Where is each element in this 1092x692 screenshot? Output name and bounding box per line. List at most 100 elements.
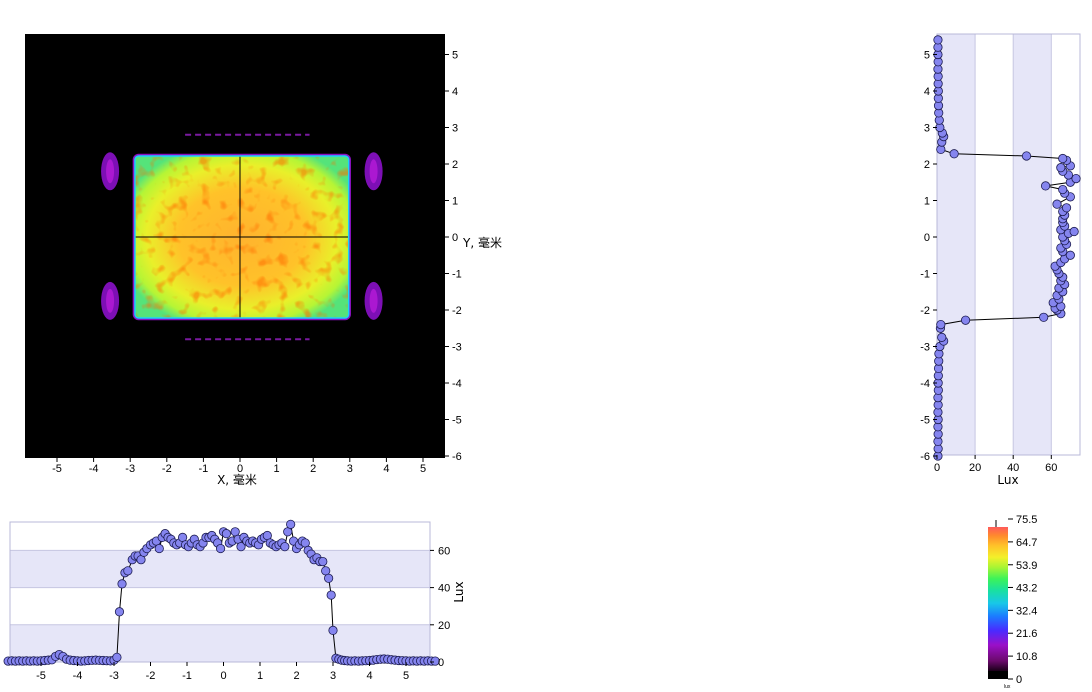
horizontal-profile-point <box>280 542 290 552</box>
vertical-profile-point <box>933 35 943 45</box>
horizontal-profile-y-axis-title: Lux <box>452 581 466 602</box>
horizontal-profile-x-tick-label: -1 <box>182 670 192 682</box>
side-spots <box>101 152 383 320</box>
horizontal-profile-point <box>221 529 232 539</box>
heatmap-x-tick-label: -4 <box>89 463 99 475</box>
vertical-profile-point <box>1058 184 1068 195</box>
side-spot-core <box>369 288 378 313</box>
heatmap-x-axis-title: X, 毫米 <box>217 472 257 487</box>
vertical-profile-y-tick-label: -1 <box>920 269 930 281</box>
color-scale-tick-label: 75.5 <box>1016 514 1037 526</box>
horizontal-profile-point <box>328 625 338 635</box>
faint-bands <box>185 133 310 341</box>
vertical-profile-point <box>1058 153 1068 164</box>
vertical-profile-point <box>1052 199 1062 209</box>
horizontal-profile-point <box>286 519 296 529</box>
horizontal-profile-x-tick-label: 0 <box>220 670 226 682</box>
horizontal-profile-point <box>117 579 127 589</box>
horizontal-profile-point <box>430 656 440 666</box>
vertical-profile-x-axis-title: Lux <box>997 473 1018 487</box>
vertical-profile-y-tick-label: -5 <box>920 415 930 427</box>
horizontal-profile-bands <box>10 550 430 662</box>
color-scale-tick-label: 53.9 <box>1016 560 1037 572</box>
horizontal-profile-points <box>3 519 440 666</box>
horizontal-profile-point <box>154 543 164 554</box>
horizontal-profile-x-tick-label: 5 <box>403 670 409 682</box>
horizontal-profile-x-tick-label: -5 <box>36 670 46 682</box>
heatmap-x-tick-label: -1 <box>199 463 209 475</box>
vertical-profile-frame <box>936 33 1081 456</box>
horizontal-profile-point <box>215 543 226 554</box>
vertical-profile-x-tick-label: 20 <box>969 462 981 474</box>
vertical-profile-x-tick-label: 60 <box>1045 462 1057 474</box>
horizontal-profile-point <box>114 607 125 617</box>
vertical-profile-x-tick-label: 40 <box>1007 462 1019 474</box>
vertical-profile-point <box>1040 181 1051 191</box>
heatmap-y-axis: 5 4 3 2 1 0 -1 -2 -3 -4 -5 -6 <box>445 50 462 463</box>
vertical-profile-x-tick-label: 0 <box>934 462 940 474</box>
heatmap-x-tick-label: -3 <box>125 463 135 475</box>
horizontal-profile-x-tick-label: 3 <box>330 670 336 682</box>
heatmap-y-tick-label: -4 <box>452 378 462 390</box>
horizontal-profile-point <box>318 556 328 567</box>
vertical-profile-bands <box>937 34 1052 455</box>
color-scale-zero-block <box>988 671 1008 679</box>
color-scale-tick-label: 10.8 <box>1016 651 1037 663</box>
vertical-profile-y-tick-label: 4 <box>924 86 930 98</box>
vertical-profile-point <box>949 149 959 159</box>
heatmap-y-tick-label: -2 <box>452 305 462 317</box>
horizontal-profile-x-tick-label: 2 <box>293 670 299 682</box>
vertical-profile-y-tick-label: 2 <box>924 159 930 171</box>
vertical-profile-point <box>937 332 947 342</box>
heatmap-x-axis: -5 -4 -3 -2 -1 0 1 2 3 4 5 <box>52 458 426 475</box>
horizontal-profile-x-tick-label: -2 <box>146 670 156 682</box>
heatmap-x-tick-label: 1 <box>274 463 280 475</box>
heatmap-y-tick-label: 1 <box>452 196 458 208</box>
horizontal-profile-chart: -5 -4 -3 -2 -1 0 1 2 3 4 5 0 20 40 60 Lux <box>3 519 466 682</box>
vertical-profile-points <box>933 35 1081 461</box>
horizontal-profile-point <box>123 566 133 576</box>
vertical-profile-point <box>936 319 946 330</box>
horizontal-profile-y-tick-label: 20 <box>438 620 450 632</box>
vertical-profile-y-tick-label: -6 <box>920 451 930 463</box>
heatmap-x-tick-label: 0 <box>237 463 243 475</box>
color-scale-ticks: 75.5 64.7 53.9 43.2 32.4 21.6 10.8 0 <box>1008 514 1037 686</box>
heatmap-y-tick-label: 2 <box>452 159 458 171</box>
heatmap-y-tick-label: -1 <box>452 269 462 281</box>
horizontal-profile-point <box>326 590 336 600</box>
color-scale-tick-label: 0 <box>1016 674 1022 686</box>
color-scale-tick-label: 43.2 <box>1016 582 1037 594</box>
vertical-profile-x-axis: 0 20 40 60 <box>934 455 1057 474</box>
vertical-profile-point <box>1065 250 1075 260</box>
horizontal-profile-point <box>236 542 246 552</box>
heatmap-x-tick-label: 4 <box>383 463 389 475</box>
color-scale-bar <box>988 527 1008 671</box>
side-spot-core <box>369 159 378 184</box>
heatmap-y-tick-label: 3 <box>452 123 458 135</box>
horizontal-profile-y-tick-label: 60 <box>438 545 450 557</box>
heatmap-y-tick-label: -6 <box>452 451 462 463</box>
vertical-profile-y-tick-label: 5 <box>924 50 930 62</box>
color-scale-tick-label: 64.7 <box>1016 537 1037 549</box>
heatmap-x-tick-label: 2 <box>310 463 316 475</box>
vertical-profile-chart: 0 20 40 60 5 4 3 2 1 0 -1 -2 -3 -4 -5 -6 Lux <box>920 33 1081 487</box>
heatmap-x-tick-label: -2 <box>162 463 172 475</box>
horizontal-profile-x-axis: -5 -4 -3 -2 -1 0 1 2 3 4 5 <box>36 662 409 682</box>
horizontal-profile-band <box>10 550 430 588</box>
horizontal-profile-x-tick-label: 4 <box>366 670 372 682</box>
heatmap-x-tick-label: -5 <box>52 463 62 475</box>
heatmap-y-tick-label: 4 <box>452 86 458 98</box>
color-scale-tick-label: 32.4 <box>1016 605 1037 617</box>
heatmap-x-tick-label: 3 <box>347 463 353 475</box>
vertical-profile-point <box>1069 226 1079 237</box>
vertical-profile-y-tick-label: 3 <box>924 123 930 135</box>
horizontal-profile-x-tick-label: -4 <box>73 670 83 682</box>
vertical-profile-y-tick-label: -3 <box>920 342 930 354</box>
vertical-profile-y-tick-label: 0 <box>924 232 930 244</box>
horizontal-profile-y-axis: 0 20 40 60 <box>430 545 450 669</box>
horizontal-profile-x-tick-label: 1 <box>257 670 263 682</box>
vertical-profile-point <box>1039 312 1049 322</box>
horizontal-profile-point <box>112 652 122 662</box>
color-scale-tick-label: 21.6 <box>1016 628 1037 640</box>
vertical-profile-y-tick-label: 1 <box>924 196 930 208</box>
